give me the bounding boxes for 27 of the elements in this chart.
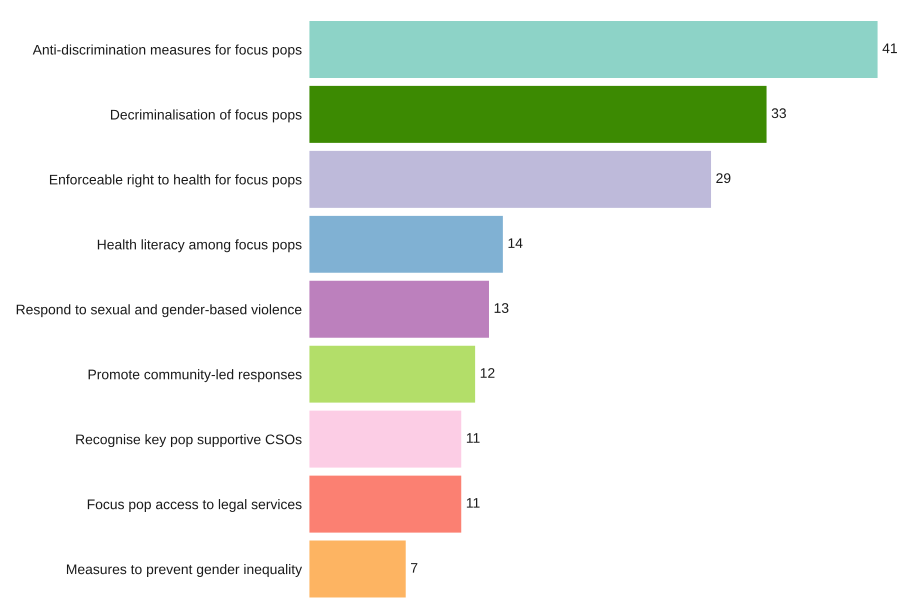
data-label: 14 (508, 238, 522, 248)
bar (309, 280, 490, 339)
bar (309, 344, 476, 404)
bar (309, 214, 504, 274)
y-tick-label: Decriminalisation of focus pops (110, 109, 302, 122)
bar (309, 410, 462, 468)
y-tick-label: Enforceable right to health for focus pops (50, 174, 302, 188)
bar (309, 85, 768, 144)
y-tick-label: Focus pop access to legal services (88, 499, 302, 512)
bar (309, 540, 407, 598)
y-tick-label: Respond to sexual and gender-based violence (16, 304, 302, 318)
y-tick-label: Recognise key pop supportive CSOs (76, 434, 302, 448)
data-label: 29 (716, 173, 730, 184)
data-label: 41 (882, 44, 897, 54)
data-label: 11 (466, 433, 480, 443)
data-label: 11 (466, 498, 480, 508)
bar (309, 474, 462, 534)
y-tick-label: Health literacy among focus pops (98, 239, 302, 252)
bar (309, 20, 878, 79)
y-tick-label: Promote community-led responses (88, 369, 302, 382)
y-tick-label: Anti-discrimination measures for focus pops (32, 44, 302, 58)
bar (309, 150, 712, 209)
data-label: 12 (480, 368, 494, 378)
data-label: 7 (411, 563, 418, 573)
data-label: 33 (772, 108, 786, 118)
y-tick-label: Measures to prevent gender inequality (66, 564, 302, 577)
data-label: 13 (494, 303, 508, 313)
